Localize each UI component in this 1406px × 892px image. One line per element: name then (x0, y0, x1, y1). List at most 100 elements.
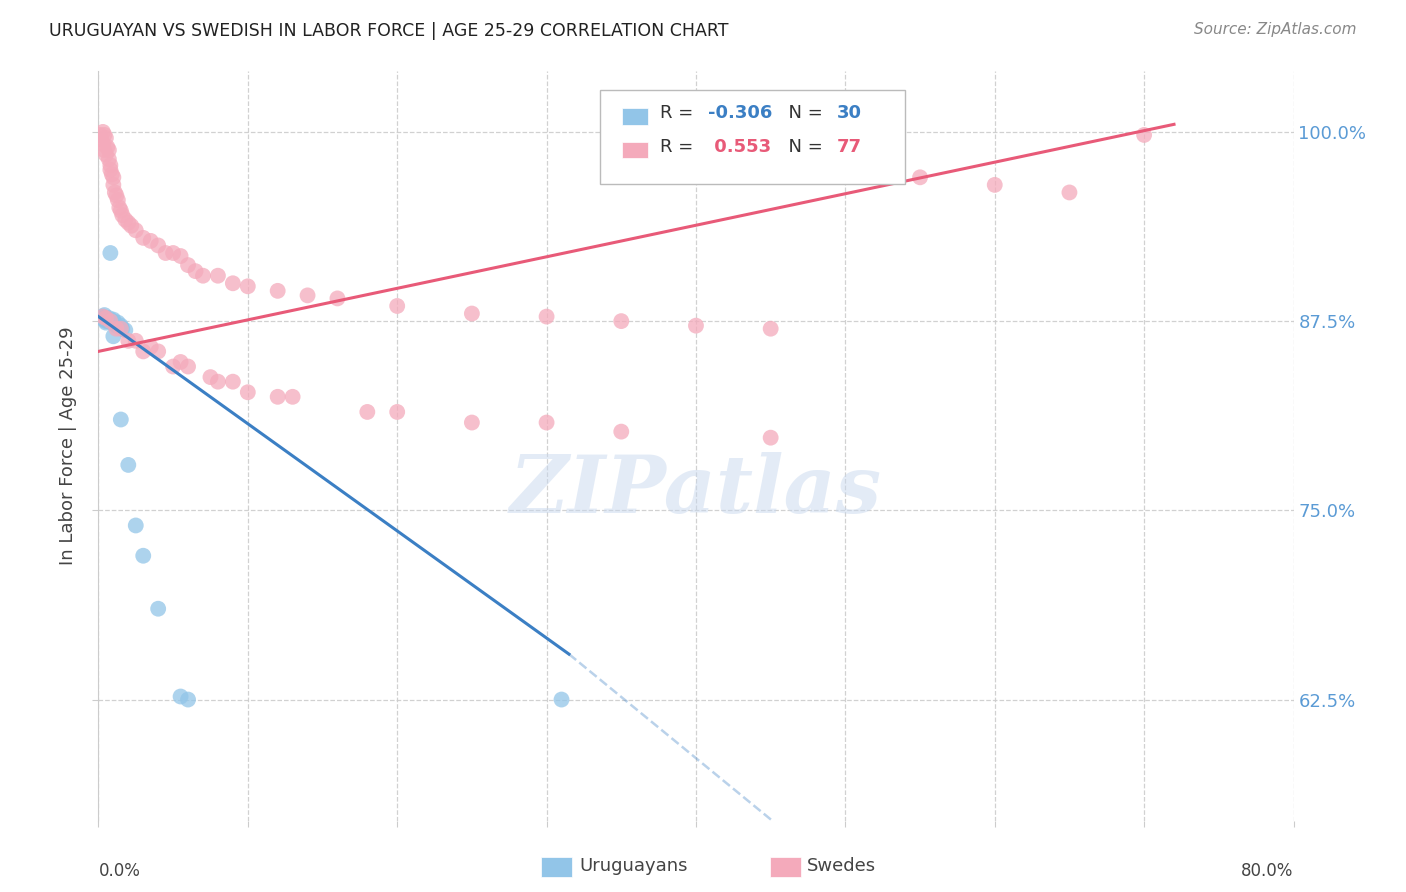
Point (97, 311, 120, 326)
Point (222, 375, 245, 389)
Point (94, 311, 117, 326)
Point (114, 212, 136, 227)
Point (97, 314, 120, 328)
Point (96, 312, 118, 326)
Point (103, 178, 125, 192)
Point (385, 405, 409, 419)
FancyBboxPatch shape (621, 142, 648, 158)
Point (91, 310, 114, 324)
Point (267, 390, 290, 404)
Point (94, 314, 117, 328)
Point (169, 355, 191, 369)
Point (117, 216, 139, 230)
Point (148, 238, 170, 252)
Point (94, 311, 117, 326)
Point (93, 143, 115, 157)
Point (104, 317, 127, 331)
Point (267, 284, 290, 298)
Point (281, 390, 304, 404)
Point (177, 692, 200, 706)
Text: N =: N = (778, 138, 828, 156)
Point (101, 167, 124, 181)
Point (908, 170, 931, 185)
FancyBboxPatch shape (621, 108, 648, 125)
Text: N =: N = (778, 104, 828, 122)
Point (1059, 186, 1081, 200)
Point (536, 416, 558, 430)
Point (98, 314, 122, 328)
Point (207, 268, 229, 283)
Point (103, 170, 125, 185)
Point (98, 158, 122, 172)
Point (148, 601, 170, 615)
Text: 80.0%: 80.0% (1241, 862, 1294, 880)
Point (148, 344, 170, 359)
Point (90, 311, 112, 326)
Point (759, 431, 782, 445)
Point (461, 416, 484, 430)
Point (101, 316, 124, 330)
Point (222, 277, 245, 291)
Point (90, 132, 112, 146)
Point (98, 314, 122, 328)
Point (125, 223, 148, 237)
Point (91, 125, 114, 139)
Point (536, 310, 558, 324)
Point (98, 162, 122, 177)
Point (120, 219, 142, 233)
Point (139, 340, 162, 354)
Point (97, 143, 120, 157)
Point (110, 203, 132, 218)
Point (139, 234, 162, 248)
Point (610, 314, 633, 328)
Point (184, 264, 207, 278)
Text: R =: R = (661, 138, 699, 156)
Point (98, 246, 122, 260)
Point (93, 312, 115, 326)
Point (236, 279, 259, 293)
Point (111, 208, 134, 222)
Text: URUGUAYAN VS SWEDISH IN LABOR FORCE | AGE 25-29 CORRELATION CHART: URUGUAYAN VS SWEDISH IN LABOR FORCE | AG… (49, 22, 728, 40)
Point (984, 178, 1007, 192)
Point (132, 231, 155, 245)
Text: 0.553: 0.553 (709, 138, 770, 156)
Point (125, 334, 148, 348)
Point (685, 318, 707, 333)
Point (91, 310, 114, 324)
Text: R =: R = (661, 104, 699, 122)
Point (132, 344, 155, 359)
Point (169, 690, 191, 704)
Point (110, 318, 132, 333)
Text: ZIPatlas: ZIPatlas (510, 452, 882, 530)
Point (111, 321, 134, 335)
Point (169, 249, 191, 263)
Point (834, 162, 856, 177)
Point (105, 321, 128, 335)
FancyBboxPatch shape (600, 90, 905, 184)
Point (94, 131, 117, 145)
Point (177, 258, 200, 272)
Point (105, 318, 128, 333)
Point (91, 136, 114, 151)
Text: Uruguayans: Uruguayans (579, 857, 688, 875)
Point (162, 246, 184, 260)
Point (114, 323, 136, 337)
Point (236, 385, 259, 400)
Point (93, 128, 115, 142)
Point (97, 152, 120, 166)
Point (108, 201, 131, 215)
Point (107, 193, 129, 207)
Text: Swedes: Swedes (807, 857, 876, 875)
Point (200, 370, 222, 384)
Point (162, 359, 184, 374)
Point (94, 316, 117, 330)
Point (610, 425, 633, 439)
Point (110, 412, 132, 426)
Point (326, 292, 349, 306)
Text: 0.0%: 0.0% (98, 862, 141, 880)
Point (110, 321, 132, 335)
Point (461, 307, 484, 321)
Point (107, 316, 129, 330)
Point (93, 308, 115, 322)
Point (104, 186, 127, 200)
